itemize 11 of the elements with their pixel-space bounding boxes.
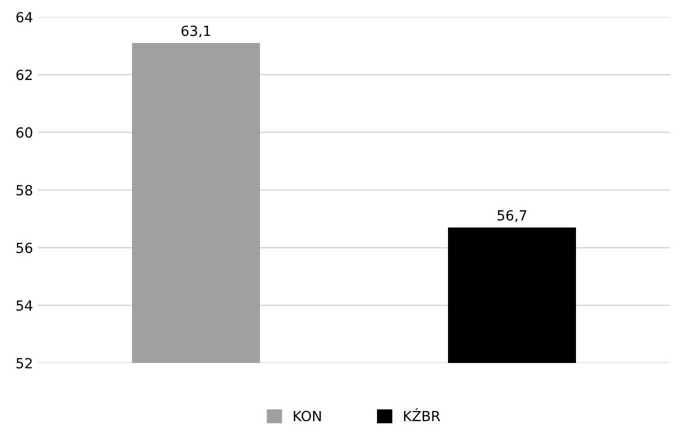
y-tick-label: 62 <box>16 70 32 80</box>
data-label: 63,1 <box>182 26 210 38</box>
y-tick-label: 64 <box>16 12 32 22</box>
data-label: 56,7 <box>498 210 526 222</box>
legend-label: KŹBR <box>404 408 440 422</box>
y-tick-label: 60 <box>16 127 32 138</box>
y-tick-label: 56 <box>16 242 32 254</box>
y-tick-label: 58 <box>16 184 32 196</box>
y-tick-label: 54 <box>16 300 32 311</box>
legend-label: KON <box>294 410 321 422</box>
y-tick-label: 52 <box>16 358 32 368</box>
